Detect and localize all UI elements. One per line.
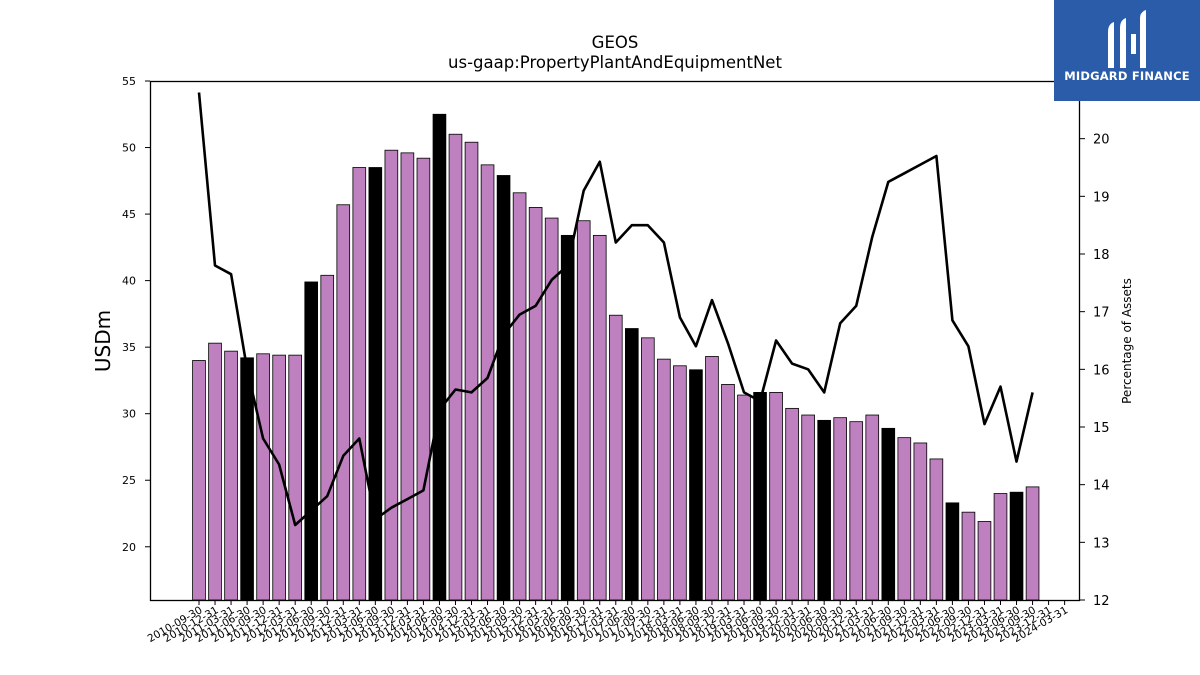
y-tick-label: 55: [122, 75, 136, 88]
y-tick-label: 25: [122, 474, 136, 487]
y2-tick-label: 15: [1093, 421, 1110, 436]
bar: [512, 192, 527, 601]
bar: [288, 354, 302, 601]
y-tick-label: 35: [122, 341, 136, 354]
y-tick-label: 50: [122, 142, 136, 155]
bar: [608, 314, 623, 601]
line-layer: [197, 92, 1034, 527]
bar: [400, 152, 415, 601]
bar: [993, 493, 1008, 601]
bar: [320, 274, 335, 601]
bar: [849, 421, 864, 601]
bar: [560, 234, 575, 601]
bar: [705, 356, 719, 601]
y-axis-label: USDm: [91, 310, 115, 372]
chart-subtitle: us-gaap:PropertyPlantAndEquipmentNet: [448, 53, 782, 72]
y2-tick-label: 17: [1093, 306, 1110, 321]
brand-logo: MIDGARD FINANCE: [1054, 0, 1200, 101]
bar: [689, 369, 703, 601]
bar: [913, 442, 928, 601]
bar: [801, 414, 815, 601]
bar: [304, 281, 319, 601]
bar: [865, 414, 880, 601]
bar: [817, 419, 831, 601]
bar: [448, 133, 463, 601]
bar: [416, 157, 431, 601]
y2-tick-label: 20: [1093, 133, 1110, 148]
bar: [592, 234, 607, 601]
y-tick-label: 45: [122, 208, 136, 221]
y2-tick-label: 18: [1093, 248, 1110, 263]
midgard-logo-icon: [1108, 10, 1146, 68]
bar: [1009, 491, 1024, 601]
plot-frame: [149, 80, 1081, 602]
bar: [384, 149, 399, 601]
bar: [432, 113, 447, 601]
bar: [737, 394, 751, 601]
bar: [576, 220, 591, 601]
bar: [881, 427, 896, 601]
bar: [336, 204, 351, 601]
bar: [945, 502, 960, 601]
bar: [464, 141, 479, 601]
bar: [496, 175, 511, 601]
bar: [929, 458, 944, 601]
bar: [753, 391, 767, 601]
bar: [256, 353, 270, 601]
bar: [625, 328, 639, 601]
y2-tick-label: 12: [1093, 594, 1110, 609]
bar: [192, 360, 206, 601]
series-line: [197, 92, 1034, 527]
bar: [224, 350, 238, 601]
y2-tick-label: 13: [1093, 536, 1110, 551]
bar: [208, 342, 222, 601]
bar: [1025, 486, 1040, 601]
y-tick-label: 40: [122, 275, 136, 288]
y2-axis-label: Percentage of Assets: [1120, 278, 1134, 404]
bar: [769, 391, 783, 601]
y2-tick-label: 14: [1093, 479, 1110, 494]
bar: [673, 365, 687, 601]
bar: [961, 511, 976, 601]
bar: [657, 358, 671, 601]
bar: [721, 384, 735, 601]
labels-layer: 20253035404550551213141516171819202010-0…: [91, 75, 1134, 645]
chart-title: GEOS: [591, 33, 639, 52]
bar: [528, 207, 543, 601]
y-tick-label: 20: [122, 541, 136, 554]
y-tick-label: 30: [122, 408, 136, 421]
y2-tick-label: 16: [1093, 363, 1110, 378]
bar: [641, 337, 655, 601]
bar: [897, 437, 912, 601]
y2-tick-label: 19: [1093, 190, 1110, 205]
bar: [833, 417, 847, 601]
bar: [785, 407, 799, 601]
bar: [368, 167, 383, 601]
brand-name: MIDGARD FINANCE: [1064, 69, 1190, 83]
bars-layer: [192, 113, 1040, 601]
bar: [352, 167, 367, 601]
bar: [977, 521, 992, 601]
